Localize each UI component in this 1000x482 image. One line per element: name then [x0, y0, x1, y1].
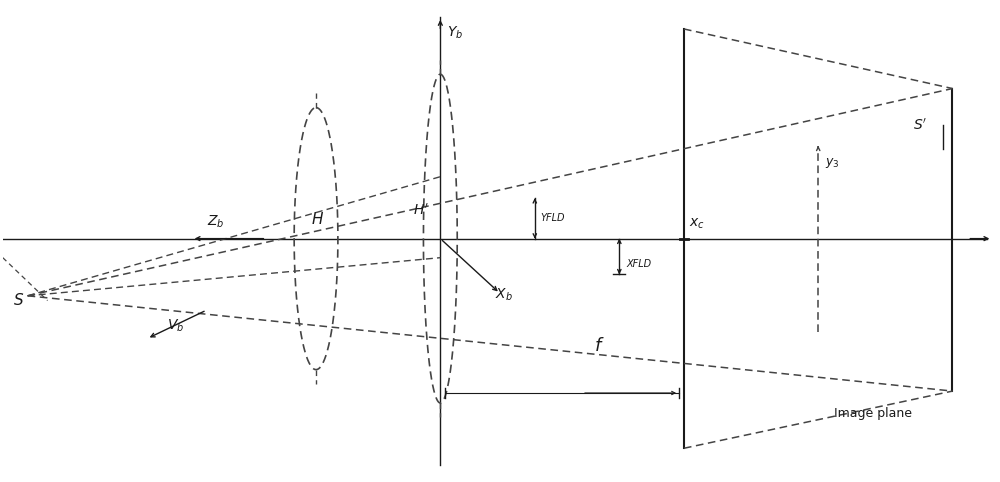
Text: $Y_b$: $Y_b$: [447, 24, 463, 40]
Text: $x_c$: $x_c$: [689, 217, 705, 231]
Text: XFLD: XFLD: [626, 259, 651, 269]
Text: $y_3$: $y_3$: [825, 156, 840, 170]
Text: Image plane: Image plane: [834, 407, 912, 420]
Text: $S'$: $S'$: [913, 118, 927, 133]
Text: $X_b$: $X_b$: [495, 286, 513, 303]
Text: $f$: $f$: [594, 336, 605, 355]
Text: $S$: $S$: [13, 292, 24, 308]
Text: $Z_b$: $Z_b$: [207, 213, 224, 230]
Text: $H$: $H$: [311, 211, 324, 228]
Text: $V_b$: $V_b$: [167, 317, 184, 334]
Text: YFLD: YFLD: [541, 213, 565, 223]
Text: $H'$: $H'$: [413, 202, 429, 218]
